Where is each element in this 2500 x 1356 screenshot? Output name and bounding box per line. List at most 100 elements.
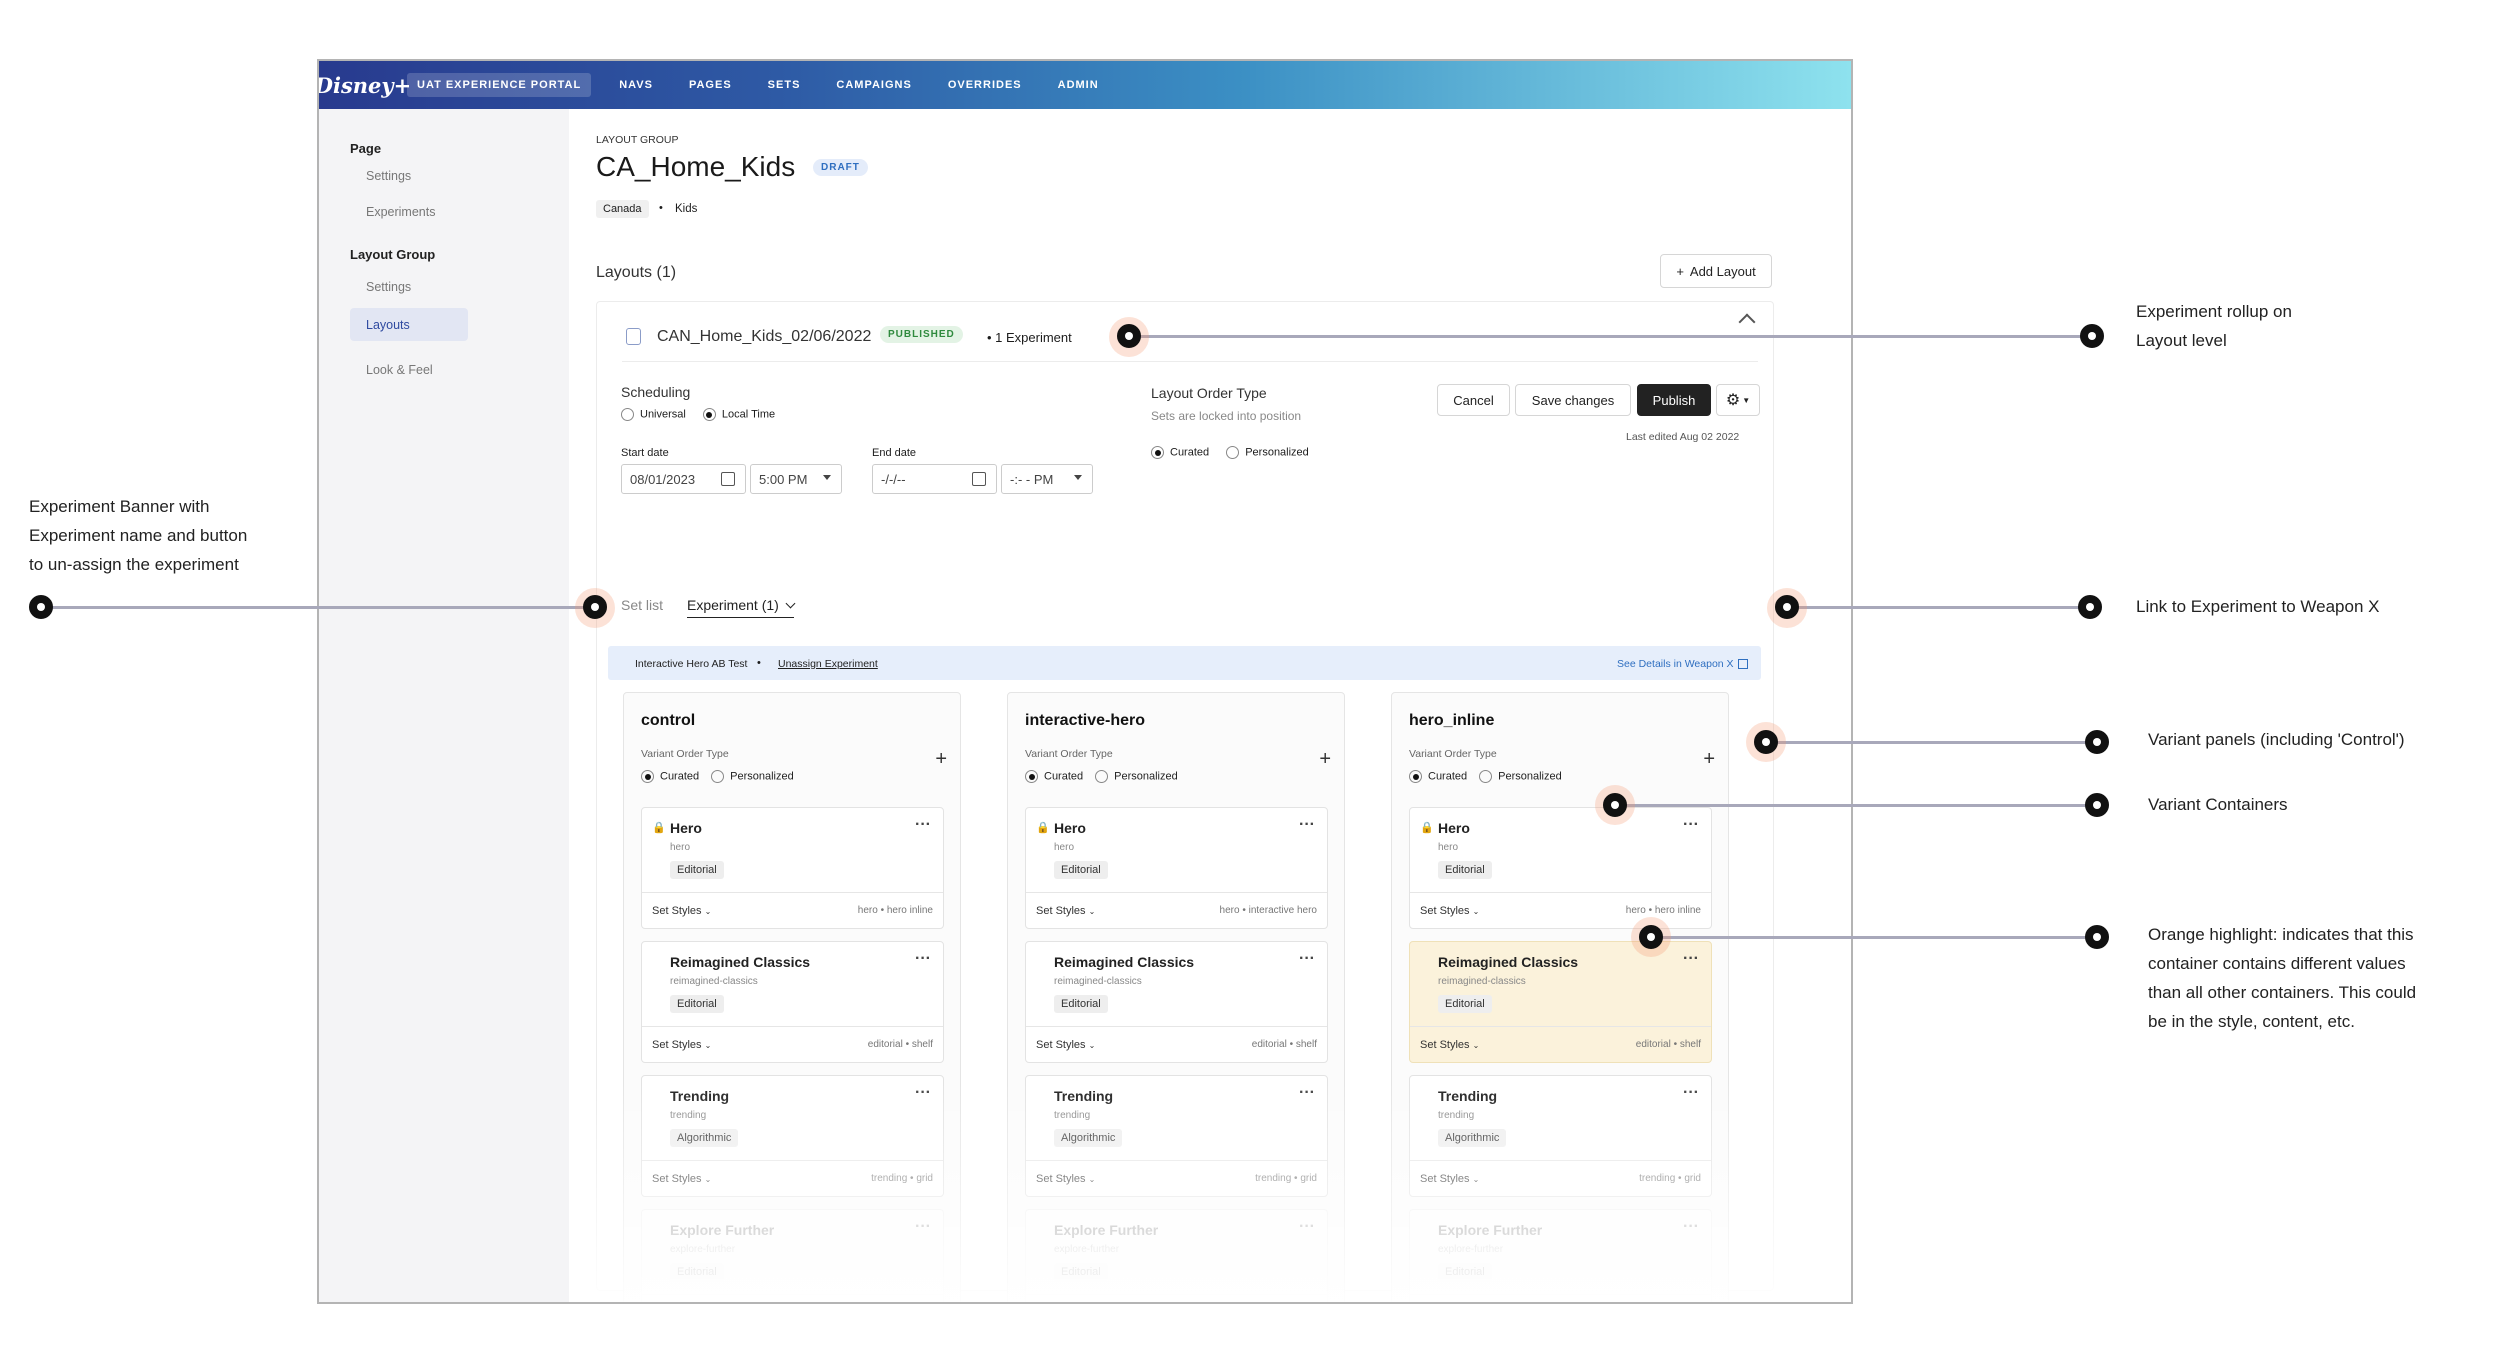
set-styles-label: Set Styles [1036, 1039, 1086, 1051]
set-styles-label: Set Styles [652, 905, 702, 917]
lock-icon: 🔒 [1420, 822, 1434, 834]
nav-item-admin[interactable]: ADMIN [1057, 79, 1099, 91]
variant-container[interactable]: Reimagined Classics reimagined-classics Ed… [1409, 941, 1712, 1063]
start-date-input[interactable]: 08/01/2023 [621, 464, 746, 494]
order-type-label: Layout Order Type [1151, 385, 1267, 401]
gear-icon: ⚙ [1725, 392, 1741, 409]
more-options-icon[interactable]: ··· [1299, 816, 1315, 833]
callout-dot [29, 595, 53, 619]
top-nav: Disney+ UAT EXPERIENCE PORTAL NAVS PAGES… [319, 61, 1851, 109]
settings-menu-button[interactable]: ⚙ ▼ [1716, 384, 1760, 416]
callout-dot [583, 595, 607, 619]
personalized-label: Personalized [730, 770, 794, 783]
personalized-radio[interactable] [1226, 446, 1240, 459]
nav-item-overrides[interactable]: OVERRIDES [947, 79, 1022, 91]
more-options-icon[interactable]: ··· [1299, 950, 1315, 967]
disney-logo[interactable]: Disney+ [317, 72, 412, 98]
universal-label: Universal [640, 408, 686, 421]
calendar-icon[interactable] [972, 472, 986, 486]
personalized-label: Personalized [1114, 770, 1178, 783]
container-styles: editorial • shelf [1635, 1039, 1701, 1050]
variant-container[interactable]: 🔒 Hero hero Editorial ··· Set Styles ⌄ hero • … [1025, 807, 1328, 929]
weapon-x-link[interactable]: See Details in Weapon X [1617, 658, 1748, 670]
container-styles: hero • hero inline [857, 905, 933, 916]
container-slug: hero [670, 842, 691, 853]
universal-radio[interactable] [621, 408, 634, 421]
set-styles-label: Set Styles [1420, 905, 1470, 917]
personalized-radio[interactable] [1479, 770, 1493, 783]
more-options-icon[interactable]: ··· [915, 950, 931, 967]
banner-separator: • [757, 657, 761, 669]
variant-title: hero_inline [1409, 712, 1495, 729]
personalized-radio[interactable] [1095, 770, 1109, 783]
end-time-select[interactable]: -:- - PM [1001, 464, 1093, 494]
callout-dot [2085, 730, 2109, 754]
start-time-select[interactable]: 5:00 PM [750, 464, 842, 494]
curated-radio[interactable] [1151, 446, 1164, 459]
tab-experiment[interactable]: Experiment (1) [687, 597, 796, 618]
end-date-input[interactable]: -/-/-- [872, 464, 997, 494]
variant-container[interactable]: 🔒 Hero hero Editorial ··· Set Styles ⌄ hero • … [641, 807, 944, 929]
calendar-icon[interactable] [721, 472, 735, 486]
sidebar: Page Settings Experiments Layout Group S… [319, 109, 569, 1302]
tag-separator: • [659, 202, 663, 214]
annotation-line: Experiment name and button [29, 526, 248, 545]
sidebar-item-look-feel[interactable]: Look & Feel [366, 363, 433, 377]
publish-button[interactable]: Publish [1637, 384, 1711, 416]
callout-dot [1117, 324, 1141, 348]
add-container-icon[interactable]: + [1703, 748, 1715, 770]
layout-name[interactable]: CAN_Home_Kids_02/06/2022 [657, 328, 872, 345]
container-slug: reimagined-classics [670, 976, 758, 987]
save-changes-button[interactable]: Save changes [1515, 384, 1631, 416]
container-divider [1026, 892, 1327, 893]
set-styles-toggle[interactable]: Set Styles ⌄ [652, 1039, 711, 1051]
sidebar-item-layouts[interactable]: Layouts [350, 308, 468, 341]
last-edited: Last edited Aug 02 2022 [1626, 431, 1740, 443]
sidebar-item-layout-settings[interactable]: Settings [366, 280, 412, 294]
nav-item-sets[interactable]: SETS [767, 79, 801, 91]
experiment-count[interactable]: • 1 Experiment [987, 330, 1072, 345]
add-layout-button[interactable]: + Add Layout [1660, 254, 1772, 288]
nav-item-campaigns[interactable]: CAMPAIGNS [836, 79, 912, 91]
callout-line [1788, 606, 2090, 609]
annotation-line: than all other containers. This could [2148, 983, 2417, 1002]
more-options-icon[interactable]: ··· [915, 816, 931, 833]
personalized-radio[interactable] [711, 770, 725, 783]
annotation-containers: Variant Containers [2148, 795, 2288, 814]
set-styles-toggle[interactable]: Set Styles ⌄ [1420, 1039, 1479, 1051]
set-styles-toggle[interactable]: Set Styles ⌄ [1036, 905, 1095, 917]
add-container-icon[interactable]: + [935, 748, 947, 770]
set-styles-toggle[interactable]: Set Styles ⌄ [652, 905, 711, 917]
cancel-button[interactable]: Cancel [1437, 384, 1510, 416]
variant-container[interactable]: Reimagined Classics reimagined-classics Ed… [1025, 941, 1328, 1063]
annotation-link: Link to Experiment to Weapon X [2136, 597, 2380, 616]
callout-dot [2085, 925, 2109, 949]
curated-radio[interactable] [1025, 770, 1038, 783]
set-styles-toggle[interactable]: Set Styles ⌄ [1036, 1039, 1095, 1051]
portal-badge[interactable]: UAT EXPERIENCE PORTAL [407, 73, 592, 97]
chevron-down-icon: ⌄ [1472, 1041, 1480, 1050]
curated-radio[interactable] [1409, 770, 1422, 783]
more-options-icon[interactable]: ··· [1683, 950, 1699, 967]
nav-item-pages[interactable]: PAGES [688, 79, 732, 91]
sidebar-item-page-settings[interactable]: Settings [366, 169, 412, 183]
sidebar-item-experiments[interactable]: Experiments [366, 205, 436, 219]
container-divider [642, 1026, 943, 1027]
variant-container[interactable]: Reimagined Classics reimagined-classics Ed… [641, 941, 944, 1063]
more-options-icon[interactable]: ··· [1683, 816, 1699, 833]
weapon-x-link-label: See Details in Weapon X [1617, 658, 1734, 670]
unassign-experiment-link[interactable]: Unassign Experiment [778, 658, 878, 670]
copy-icon[interactable] [626, 328, 641, 345]
chevron-down-icon: ⌄ [1088, 907, 1096, 916]
chevron-down-icon: ⌄ [1472, 907, 1480, 916]
annotation-line: be in the style, content, etc. [2148, 1012, 2355, 1031]
set-styles-toggle[interactable]: Set Styles ⌄ [1420, 905, 1479, 917]
variant-container[interactable]: 🔒 Hero hero Editorial ··· Set Styles ⌄ hero • … [1409, 807, 1712, 929]
tab-set-list[interactable]: Set list [621, 597, 664, 613]
container-name: Reimagined Classics [1054, 954, 1195, 970]
add-container-icon[interactable]: + [1319, 748, 1331, 770]
local-time-radio[interactable] [702, 408, 716, 421]
variant-order-label: Variant Order Type [641, 748, 729, 760]
nav-item-navs[interactable]: NAVS [619, 79, 653, 91]
curated-radio[interactable] [641, 770, 654, 783]
